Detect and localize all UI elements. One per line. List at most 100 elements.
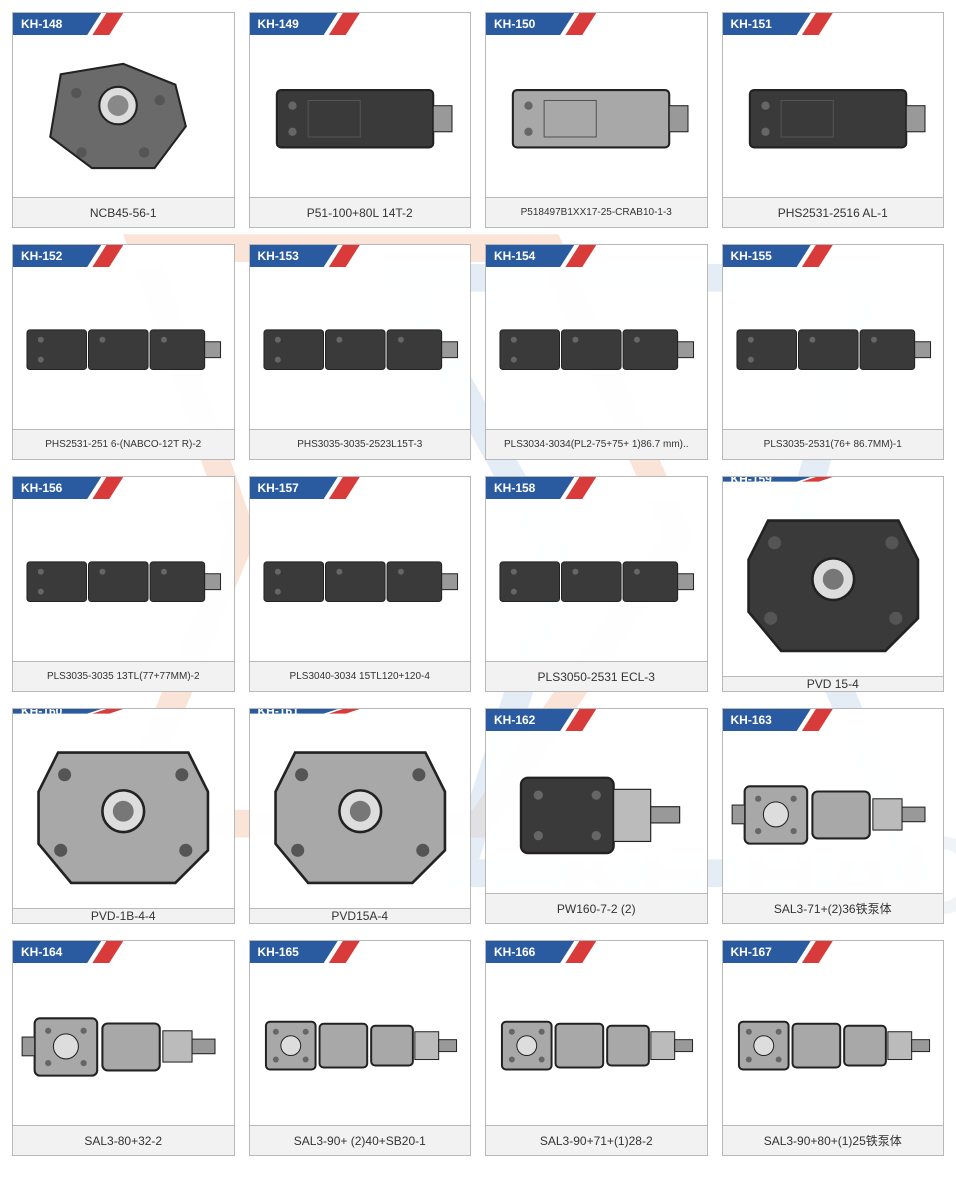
product-card[interactable]: KH-151 PHS2531-2516 AL-1	[722, 12, 945, 228]
product-label: P518497B1XX17-25-CRAB10-1-3	[486, 197, 707, 227]
product-card[interactable]: KH-166 SAL3-90+71+(1)28-2	[485, 940, 708, 1156]
product-label: SAL3-80+32-2	[13, 1125, 234, 1155]
product-card[interactable]: KH-167 SAL3-90+80+(1)25铁泵体	[722, 940, 945, 1156]
card-header: KH-150	[486, 13, 707, 35]
product-label: PVD 15-4	[723, 676, 944, 691]
card-header: KH-148	[13, 13, 234, 35]
product-grid: KH-148 NCB45-56-1 KH-149 P51-100+80L 14T…	[12, 12, 944, 1156]
product-card[interactable]: KH-161 PVD15A-4	[249, 708, 472, 924]
product-label: SAL3-90+ (2)40+SB20-1	[250, 1125, 471, 1155]
product-label: PLS3035-2531(76+ 86.7MM)-1	[723, 429, 944, 459]
product-image	[723, 731, 944, 893]
product-card[interactable]: KH-153 PHS3035-3035-2523L15T-3	[249, 244, 472, 460]
product-code: KH-166	[486, 945, 535, 959]
product-code: KH-151	[723, 17, 772, 31]
product-label: PVD15A-4	[250, 908, 471, 923]
card-header: KH-162	[486, 709, 707, 731]
card-header: KH-151	[723, 13, 944, 35]
product-label: PLS3050-2531 ECL-3	[486, 661, 707, 691]
card-header: KH-161	[250, 709, 471, 714]
product-label: PHS2531-251 6-(NABCO-12T R)-2	[13, 429, 234, 459]
product-code: KH-148	[13, 17, 62, 31]
product-label: PVD-1B-4-4	[13, 908, 234, 923]
product-card[interactable]: KH-155 PLS3035-2531(76+ 86.7MM)-1	[722, 244, 945, 460]
product-code: KH-161	[250, 709, 299, 714]
product-code: KH-159	[723, 477, 772, 482]
product-card[interactable]: KH-164 SAL3-80+32-2	[12, 940, 235, 1156]
product-label: PLS3034-3034(PL2-75+75+ 1)86.7 mm)..	[486, 429, 707, 459]
product-image	[486, 267, 707, 429]
product-card[interactable]: KH-148 NCB45-56-1	[12, 12, 235, 228]
product-card[interactable]: KH-163 SAL3-71+(2)36铁泵体	[722, 708, 945, 924]
product-image	[486, 731, 707, 893]
product-card[interactable]: KH-158 PLS3050-2531 ECL-3	[485, 476, 708, 692]
card-header: KH-165	[250, 941, 471, 963]
product-card[interactable]: KH-154 PLS3034-3034(PL2-75+75+ 1)86.7 mm…	[485, 244, 708, 460]
product-image	[723, 482, 944, 676]
product-code: KH-154	[486, 249, 535, 263]
card-header: KH-158	[486, 477, 707, 499]
product-card[interactable]: KH-152 PHS2531-251 6-(NABCO-12T R)-2	[12, 244, 235, 460]
product-image	[723, 963, 944, 1125]
card-header: KH-152	[13, 245, 234, 267]
product-image	[13, 963, 234, 1125]
product-card[interactable]: KH-162 PW160-7-2 (2)	[485, 708, 708, 924]
product-image	[723, 35, 944, 197]
product-image	[13, 714, 234, 908]
product-code: KH-157	[250, 481, 299, 495]
product-code: KH-167	[723, 945, 772, 959]
card-header: KH-160	[13, 709, 234, 714]
product-code: KH-164	[13, 945, 62, 959]
card-header: KH-163	[723, 709, 944, 731]
card-header: KH-166	[486, 941, 707, 963]
product-code: KH-158	[486, 481, 535, 495]
product-code: KH-149	[250, 17, 299, 31]
card-header: KH-157	[250, 477, 471, 499]
product-code: KH-155	[723, 249, 772, 263]
product-image	[486, 499, 707, 661]
product-label: SAL3-90+71+(1)28-2	[486, 1125, 707, 1155]
product-code: KH-156	[13, 481, 62, 495]
product-code: KH-165	[250, 945, 299, 959]
product-image	[250, 267, 471, 429]
product-image	[13, 267, 234, 429]
product-code: KH-163	[723, 713, 772, 727]
card-header: KH-155	[723, 245, 944, 267]
product-card[interactable]: KH-159 PVD 15-4	[722, 476, 945, 692]
product-image	[250, 35, 471, 197]
product-code: KH-162	[486, 713, 535, 727]
product-code: KH-160	[13, 709, 62, 714]
product-label: PW160-7-2 (2)	[486, 893, 707, 923]
product-card[interactable]: KH-160 PVD-1B-4-4	[12, 708, 235, 924]
product-label: PHS3035-3035-2523L15T-3	[250, 429, 471, 459]
card-header: KH-156	[13, 477, 234, 499]
product-image	[13, 35, 234, 197]
product-code: KH-153	[250, 249, 299, 263]
product-label: SAL3-90+80+(1)25铁泵体	[723, 1125, 944, 1155]
product-code: KH-152	[13, 249, 62, 263]
product-label: NCB45-56-1	[13, 197, 234, 227]
product-code: KH-150	[486, 17, 535, 31]
product-label: PLS3035-3035 13TL(77+77MM)-2	[13, 661, 234, 691]
product-image	[250, 714, 471, 908]
product-image	[723, 267, 944, 429]
product-label: PLS3040-3034 15TL120+120-4	[250, 661, 471, 691]
product-label: PHS2531-2516 AL-1	[723, 197, 944, 227]
product-image	[250, 963, 471, 1125]
product-image	[13, 499, 234, 661]
product-label: P51-100+80L 14T-2	[250, 197, 471, 227]
product-card[interactable]: KH-149 P51-100+80L 14T-2	[249, 12, 472, 228]
card-header: KH-159	[723, 477, 944, 482]
card-header: KH-164	[13, 941, 234, 963]
product-card[interactable]: KH-165 SAL3-90+ (2)40+SB20-1	[249, 940, 472, 1156]
product-label: SAL3-71+(2)36铁泵体	[723, 893, 944, 923]
product-card[interactable]: KH-150 P518497B1XX17-25-CRAB10-1-3	[485, 12, 708, 228]
card-header: KH-153	[250, 245, 471, 267]
product-card[interactable]: KH-156 PLS3035-3035 13TL(77+77MM)-2	[12, 476, 235, 692]
product-card[interactable]: KH-157 PLS3040-3034 15TL120+120-4	[249, 476, 472, 692]
card-header: KH-167	[723, 941, 944, 963]
card-header: KH-149	[250, 13, 471, 35]
product-image	[486, 963, 707, 1125]
card-header: KH-154	[486, 245, 707, 267]
product-image	[250, 499, 471, 661]
